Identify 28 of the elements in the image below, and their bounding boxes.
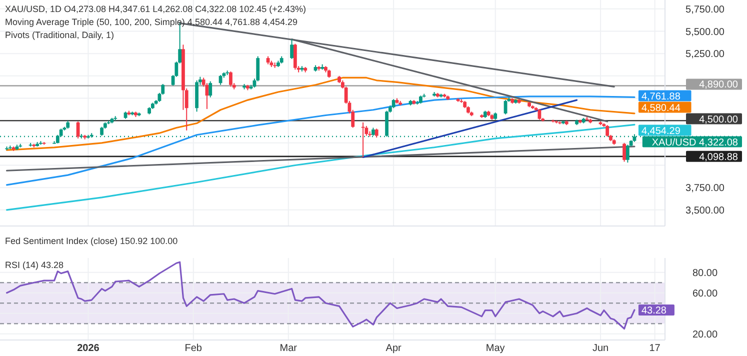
ref-line-label: XAU/USD 4,322.08 xyxy=(652,137,738,148)
y-tick-label: 20.00 xyxy=(692,329,718,340)
y-tick-label: 5,500.00 xyxy=(686,26,725,38)
data-label: 43.28 xyxy=(641,305,667,316)
y-tick-label: 5,250.00 xyxy=(686,49,725,60)
ref-line-label: 4,890.00 xyxy=(699,80,738,91)
ref-line-label: 4,500.00 xyxy=(699,114,738,126)
x-tick-label: May xyxy=(486,343,505,354)
data-label: 4,580.44 xyxy=(641,102,681,114)
x-tick-label: Mar xyxy=(280,343,298,354)
x-tick-label: 17 xyxy=(649,343,661,354)
x-tick-label: Jun xyxy=(592,343,609,354)
y-tick-label: 80.00 xyxy=(692,268,718,279)
y-tick-label: 5,750.00 xyxy=(686,4,725,16)
x-tick-label: Feb xyxy=(184,343,202,354)
data-label: 4,761.88 xyxy=(641,91,681,102)
annotation: XAU/USD, 1D O4,273.08 H4,347.61 L4,262.08 C4,322.08 102.45 (+2.43%) xyxy=(5,4,306,14)
y-tick-label: 3,750.00 xyxy=(686,183,725,194)
annotation: Moving Average Triple (50, 100, 200, Simple) 4,580.44 4,761.88 4,454.29 xyxy=(5,17,298,27)
ref-line-label: 4,098.88 xyxy=(699,152,738,163)
text: Fed Sentiment Index (close) 150.92 100.00 xyxy=(5,236,178,246)
annotation: RSI (14) 43.28 xyxy=(5,260,64,270)
y-tick-label: 3,500.00 xyxy=(686,205,725,216)
y-tick-label: 60.00 xyxy=(692,288,718,300)
data-label: 4,454.29 xyxy=(641,126,681,137)
x-tick-label: Apr xyxy=(386,343,402,354)
x-tick-label: 2026 xyxy=(77,343,100,354)
annotation: Pivots (Traditional, Daily, 1) xyxy=(5,30,114,40)
